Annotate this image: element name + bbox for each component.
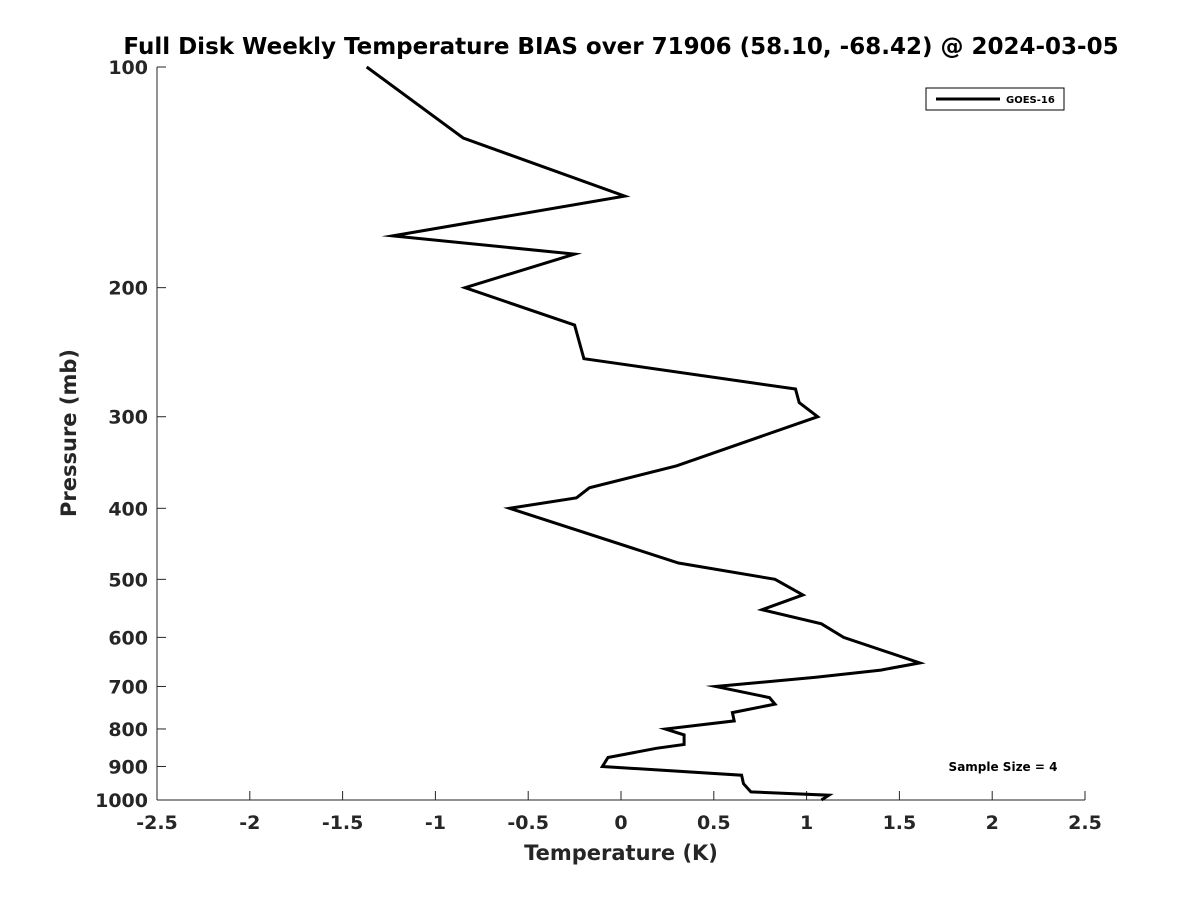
x-tick-label: 0 — [614, 812, 627, 834]
y-tick-label: 100 — [108, 57, 148, 79]
y-tick-label: 400 — [108, 498, 148, 520]
y-tick-label: 700 — [108, 676, 148, 698]
y-tick-label: 500 — [108, 569, 148, 591]
y-axis-label: Pressure (mb) — [57, 349, 81, 517]
x-tick-label: -2.5 — [136, 812, 178, 834]
x-tick-label: -2 — [239, 812, 260, 834]
y-tick-label: 600 — [108, 627, 148, 649]
y-tick-label: 800 — [108, 719, 148, 741]
y-tick-label: 900 — [108, 756, 148, 778]
y-tick-label: 1000 — [95, 790, 148, 812]
y-tick-label: 200 — [108, 278, 148, 300]
x-axis-label: Temperature (K) — [524, 841, 718, 865]
x-tick-label: 0.5 — [697, 812, 731, 834]
x-tick-label: 2.5 — [1068, 812, 1102, 834]
series-line-goes-16 — [365, 65, 926, 802]
x-axis-ticks: -2.5 -2 -1.5 -1 -0.5 0 0.5 1 1.5 2 2.5 — [136, 791, 1102, 834]
x-tick-label: -1.5 — [322, 812, 364, 834]
plot-area — [157, 67, 1085, 800]
y-tick-label: 300 — [108, 407, 148, 429]
x-tick-label: 2 — [986, 812, 999, 834]
x-tick-label: -0.5 — [507, 812, 549, 834]
series-layer — [365, 65, 926, 802]
x-tick-label: -1 — [425, 812, 446, 834]
x-tick-label: 1.5 — [883, 812, 917, 834]
legend-label-goes-16: GOES-16 — [1006, 95, 1055, 106]
sample-size-annotation: Sample Size = 4 — [949, 760, 1058, 774]
y-axis-ticks: 100 200 300 400 500 600 700 800 900 1000 — [95, 57, 166, 812]
x-tick-label: 1 — [800, 812, 813, 834]
chart-title: Full Disk Weekly Temperature BIAS over 7… — [123, 34, 1118, 60]
legend: GOES-16 — [925, 87, 1065, 111]
